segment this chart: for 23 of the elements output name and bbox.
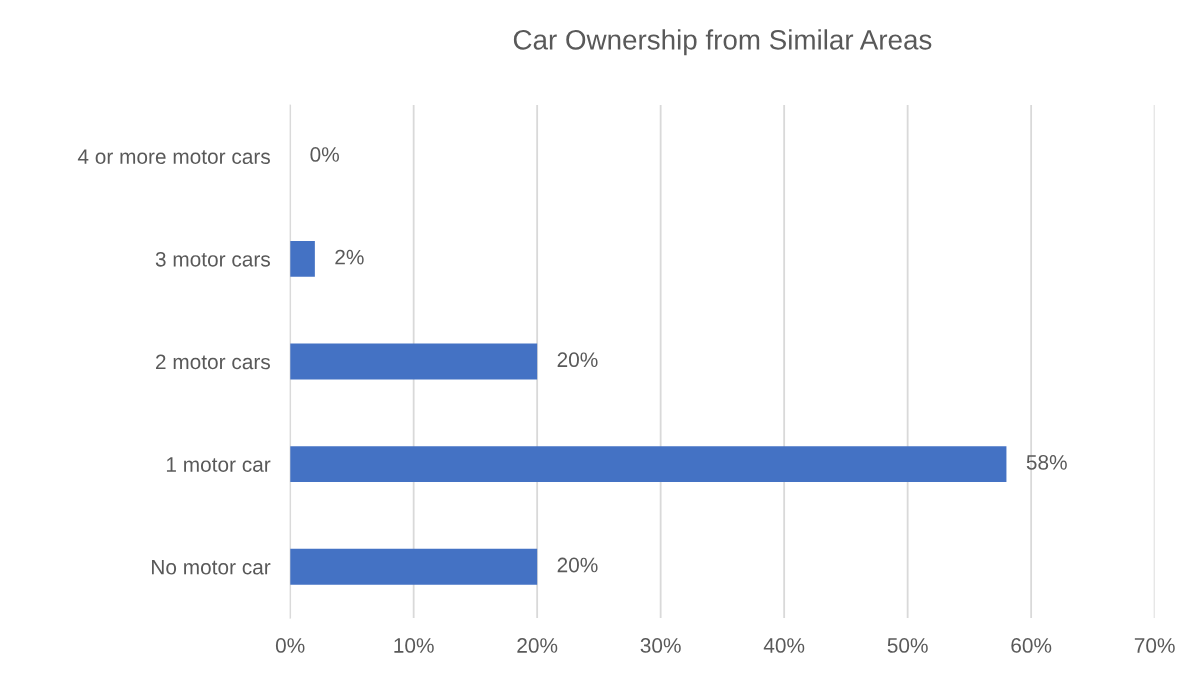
- data-label: 58%: [1026, 454, 1067, 470]
- y-tick-label: 1 motor car: [166, 457, 271, 472]
- x-tick-label: 70%: [1134, 638, 1175, 653]
- y-tick-label: 2 motor cars: [156, 354, 270, 370]
- data-label: 0%: [310, 147, 339, 162]
- y-tick-label: 4 or more motor cars: [77, 149, 270, 165]
- x-tick-label: 50%: [887, 638, 928, 653]
- data-label: 2%: [335, 249, 364, 265]
- x-tick-label: 0%: [275, 638, 305, 653]
- data-label: 20%: [557, 557, 598, 573]
- bar: [290, 240, 315, 277]
- data-label: 20%: [557, 352, 598, 368]
- x-tick-label: 30%: [640, 638, 681, 653]
- y-tick-label: 3 motor cars: [155, 251, 270, 267]
- x-tick-label: 60%: [1011, 638, 1052, 653]
- bar: [290, 548, 538, 585]
- bar: [290, 343, 538, 380]
- x-tick-label: 40%: [763, 638, 805, 653]
- y-tick-label: No motor car: [152, 560, 271, 575]
- x-tick-label: 10%: [394, 638, 434, 653]
- bar: [290, 446, 1007, 483]
- chart-title: Car Ownership from Similar Areas: [513, 29, 932, 56]
- x-tick-label: 20%: [517, 638, 558, 653]
